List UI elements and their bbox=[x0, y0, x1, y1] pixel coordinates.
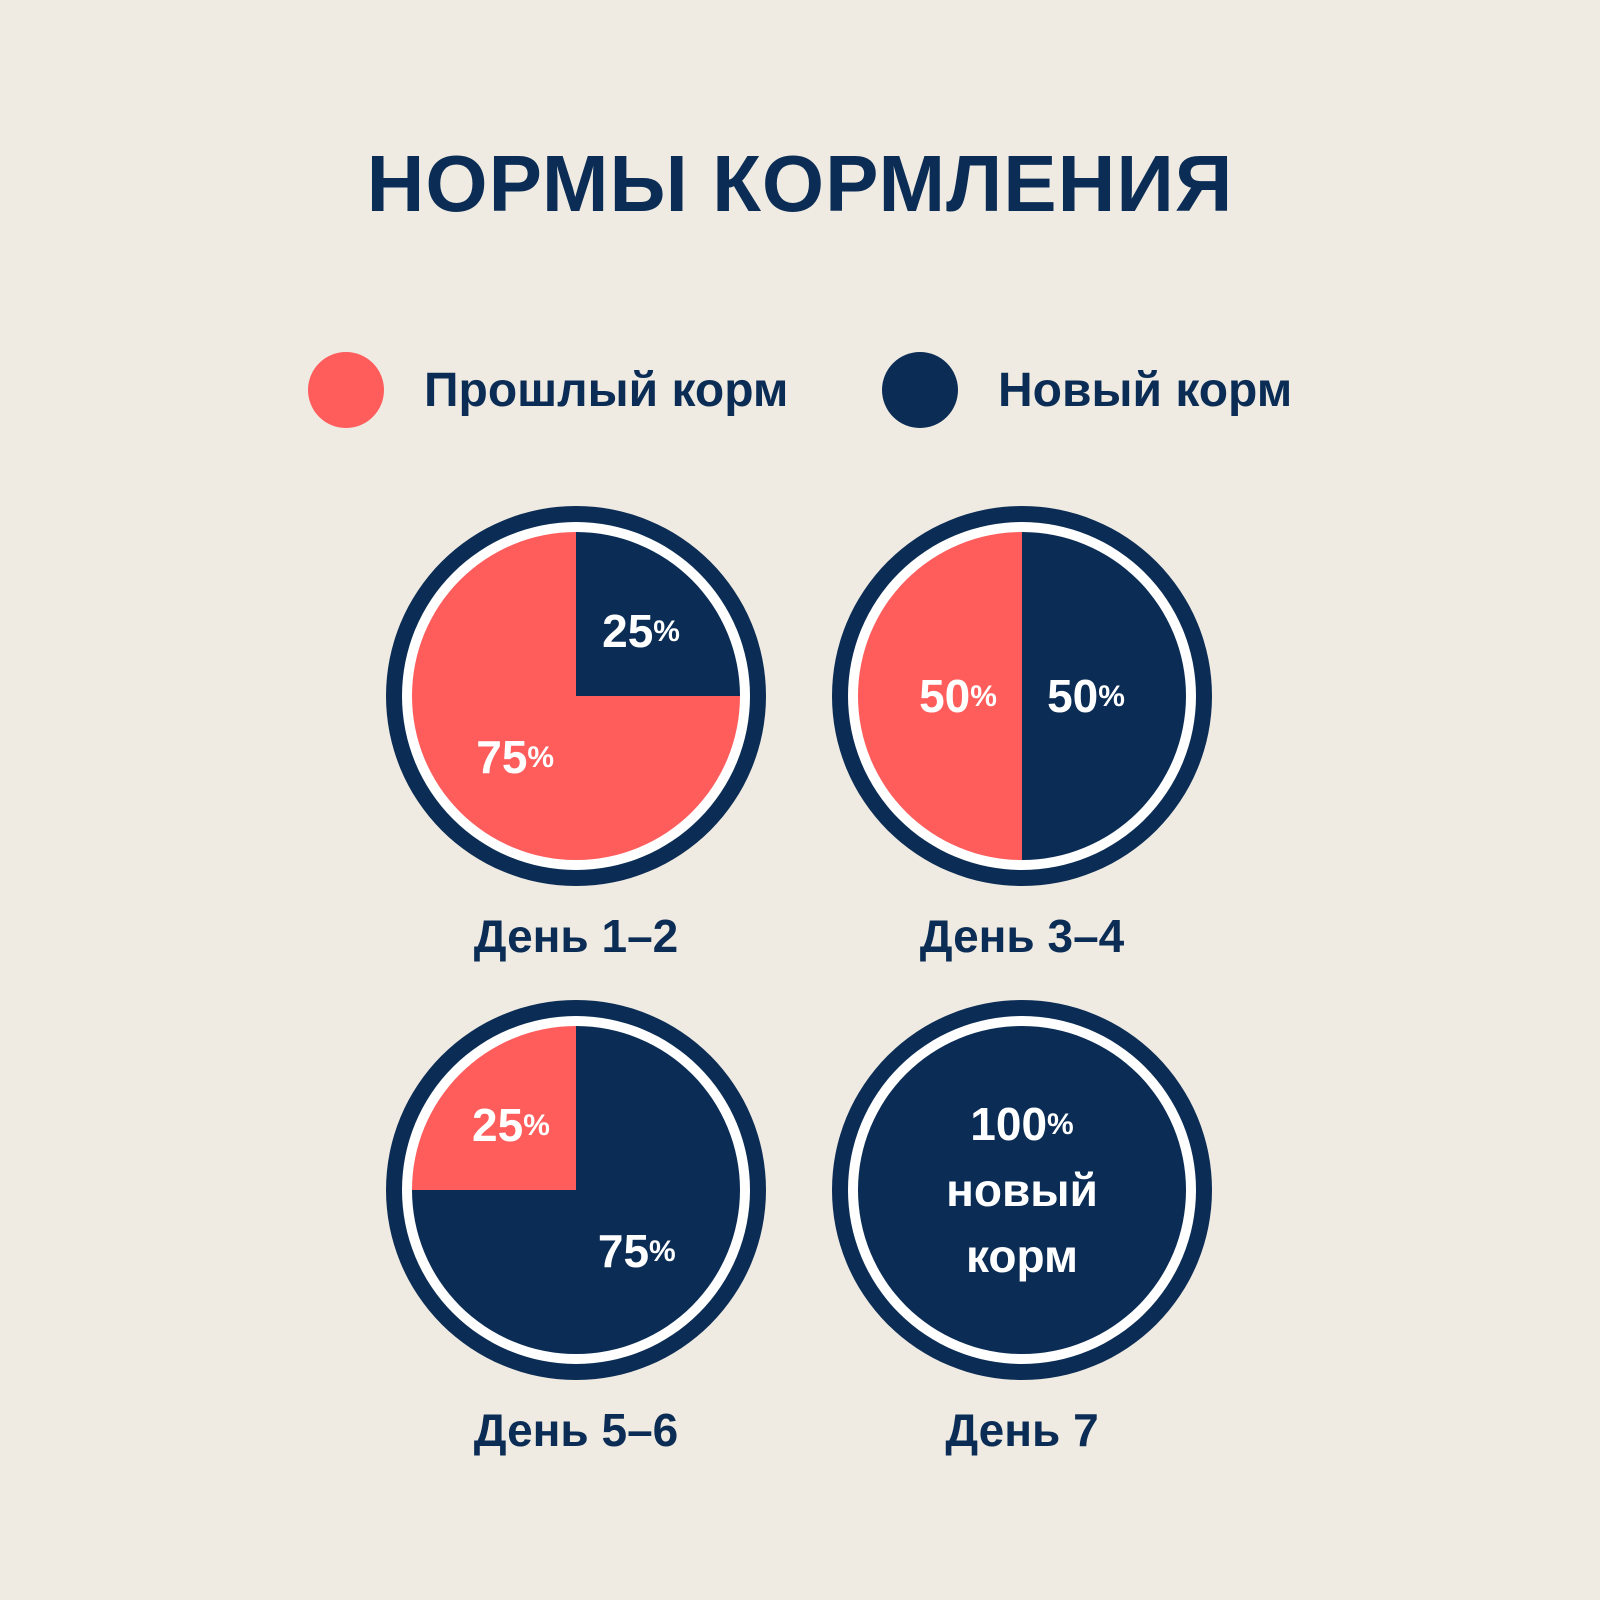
pie-center-label: 100% bbox=[970, 1098, 1073, 1150]
pie-slice-new-food bbox=[412, 1026, 740, 1354]
pie-label-old-food: 75% bbox=[476, 731, 554, 783]
legend-label-new-food: Новый корм bbox=[998, 363, 1293, 417]
pie-center-label: новый bbox=[946, 1164, 1098, 1216]
legend-label-old-food: Прошлый корм bbox=[424, 363, 789, 417]
pie-slice-new-food bbox=[858, 1026, 1186, 1354]
pie-chart-4: 100% новый корм День 7 bbox=[832, 1000, 1212, 1456]
pie-label-new-food: 75% bbox=[598, 1225, 676, 1277]
pie-day-label: День 1–2 bbox=[474, 910, 679, 962]
legend-dot-old-food bbox=[308, 352, 384, 428]
pie-label-new-food: 25% bbox=[602, 605, 680, 657]
pie-chart-1: 25% 75% День 1–2 bbox=[386, 506, 766, 962]
pie-slice-old-food bbox=[858, 532, 1022, 860]
pie-center-label: корм bbox=[966, 1230, 1078, 1282]
pie-day-label: День 7 bbox=[945, 1404, 1098, 1456]
pie-label-old-food: 50% bbox=[919, 670, 997, 722]
pie-label-old-food: 25% bbox=[472, 1099, 550, 1151]
pie-label-new-food: 50% bbox=[1047, 670, 1125, 722]
legend-item-new-food: Новый корм bbox=[882, 352, 1292, 428]
pie-slice-new-food bbox=[1022, 532, 1186, 860]
pie-chart-3: 75% 25% День 5–6 bbox=[386, 1000, 766, 1456]
pie-day-label: День 3–4 bbox=[920, 910, 1125, 962]
page-title: НОРМЫ КОРМЛЕНИЯ bbox=[366, 139, 1234, 228]
pie-chart-2: 50% 50% День 3–4 bbox=[832, 506, 1212, 962]
pie-slice-new-food bbox=[576, 532, 740, 696]
pie-day-label: День 5–6 bbox=[474, 1404, 679, 1456]
pie-slice-old-food bbox=[412, 1026, 576, 1190]
legend-item-old-food: Прошлый корм bbox=[308, 352, 788, 428]
legend-dot-new-food bbox=[882, 352, 958, 428]
